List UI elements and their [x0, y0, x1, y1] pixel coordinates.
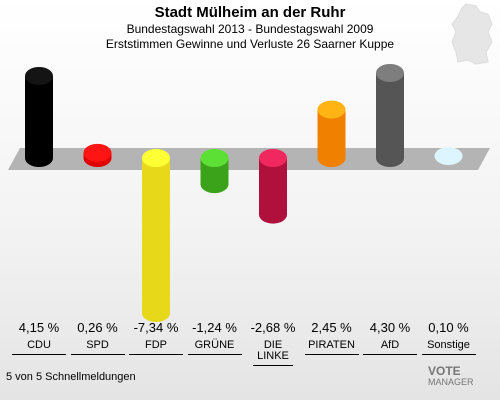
chart-subtitle-2: Erststimmen Gewinne und Verluste 26 Saar… [105, 37, 395, 51]
value-label: 2,45 % [311, 320, 352, 335]
category-label: DIE LINKE [253, 340, 293, 366]
value-label: -2,68 % [250, 320, 296, 335]
chart-header: Stadt Mülheim an der Ruhr Bundestagswahl… [0, 4, 500, 52]
value-label: 4,15 % [18, 320, 60, 335]
footnote: 5 von 5 Schnellmeldungen [6, 371, 136, 383]
category-label: GRÜNE [187, 340, 242, 355]
category-label: PIRATEN [304, 340, 359, 355]
category-label: CDU [12, 340, 66, 355]
category-label: Sonstige [421, 340, 476, 355]
germany-map-icon [451, 3, 493, 65]
bar-grüne [200, 149, 229, 194]
bar-afd [376, 64, 404, 167]
chart-title: Stadt Mülheim an der Ruhr [154, 4, 346, 21]
bar-die-linke [259, 149, 287, 224]
value-label: 4,30 % [369, 320, 411, 335]
bar-sonstige [434, 147, 463, 166]
baseline-band [8, 148, 490, 170]
category-label: AfD [363, 340, 417, 355]
chart-subtitle: Bundestagswahl 2013 - Bundestagswahl 200… [126, 22, 374, 36]
category-label: SPD [70, 340, 125, 355]
category-label: FDP [129, 340, 183, 355]
bar-piraten [317, 100, 346, 167]
value-label: 0,26 % [77, 320, 118, 335]
value-label: -7,34 % [133, 320, 179, 335]
bar-spd [83, 143, 112, 167]
bar-cdu [25, 66, 53, 167]
votemanager-logo: VOTE MANAGER [428, 364, 474, 387]
value-label: 0,10 % [428, 320, 469, 335]
bar-fdp [142, 149, 170, 322]
value-label: -1,24 % [192, 320, 237, 335]
